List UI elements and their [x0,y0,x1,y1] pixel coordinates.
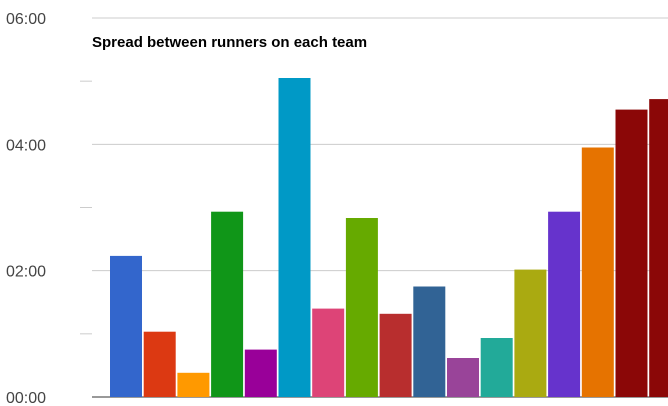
y-axis-ticks: 00:00 02:00 04:00 06:00 [6,11,46,406]
bar [312,308,345,397]
chart-title: Spread between runners on each team [92,34,367,51]
bar [615,109,648,397]
bar [211,211,244,397]
bar [514,269,547,397]
bar [379,313,412,397]
bar [649,99,668,397]
bar [345,218,378,397]
y-tick-label: 06:00 [6,11,46,28]
bar [480,338,513,397]
y-tick-label: 00:00 [6,390,46,406]
bar [413,286,446,397]
bar [110,255,142,397]
bar [581,147,614,397]
bar [244,349,277,397]
y-tick-label: 02:00 [6,264,46,281]
bar [447,358,479,397]
bar [278,78,311,397]
bar [548,211,581,397]
bar [143,331,176,397]
bars [110,78,668,397]
y-tick-label: 04:00 [6,137,46,154]
bar [177,372,210,397]
